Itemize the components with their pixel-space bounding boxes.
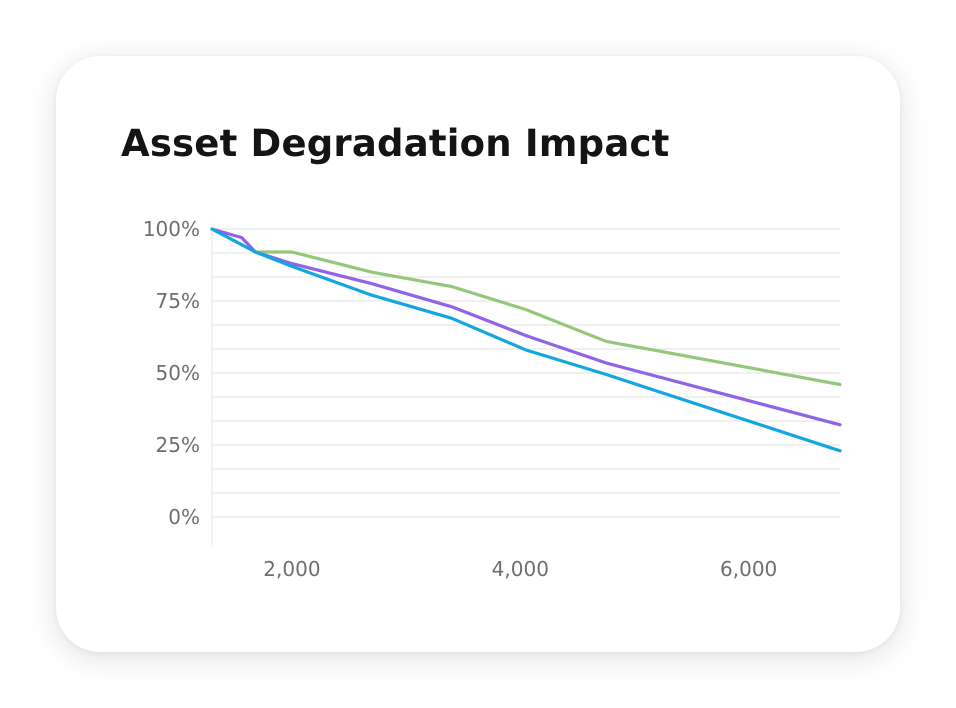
x-axis-ticks: 2,000 4,000 6,000 xyxy=(263,557,777,581)
series-line-2 xyxy=(210,227,842,427)
y-tick-label: 25% xyxy=(156,433,200,457)
series-line-1 xyxy=(210,227,842,387)
y-tick-label: 50% xyxy=(156,361,200,385)
chart-title: Asset Degradation Impact xyxy=(121,122,670,165)
y-tick-label: 100% xyxy=(143,217,200,241)
gridlines xyxy=(211,228,840,545)
y-tick-label: 75% xyxy=(156,289,200,313)
series-line-3 xyxy=(210,227,842,453)
y-axis-ticks: 0% 25% 50% 75% 100% xyxy=(143,217,200,529)
chart-card xyxy=(56,56,900,652)
x-tick-label: 6,000 xyxy=(720,557,777,581)
series-lines xyxy=(210,227,842,453)
y-tick-label: 0% xyxy=(168,505,200,529)
x-tick-label: 2,000 xyxy=(263,557,320,581)
x-tick-label: 4,000 xyxy=(492,557,549,581)
